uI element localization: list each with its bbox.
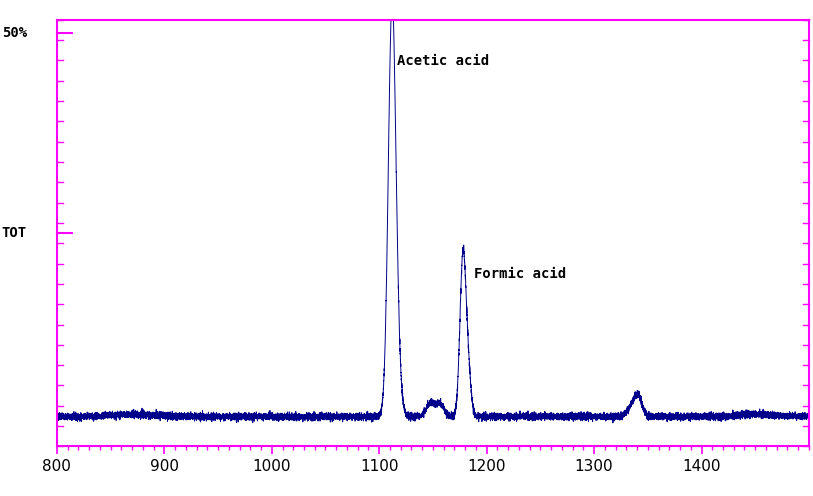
- Text: Formic acid: Formic acid: [474, 267, 566, 281]
- Text: TOT: TOT: [2, 226, 27, 240]
- Text: Acetic acid: Acetic acid: [398, 54, 489, 68]
- Text: 50%: 50%: [2, 26, 27, 40]
